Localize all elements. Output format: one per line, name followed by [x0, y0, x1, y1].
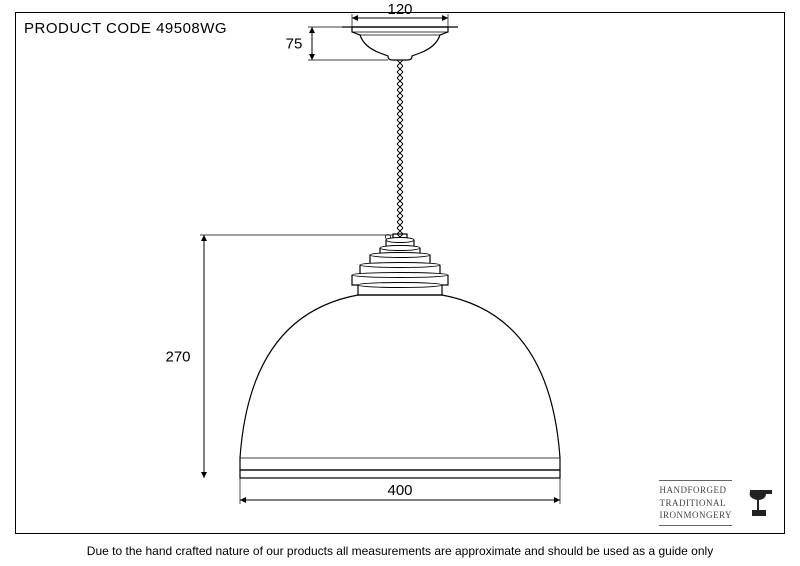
svg-text:120: 120	[387, 1, 412, 18]
brand-text: HANDFORGED TRADITIONAL IRONMONGERY	[659, 480, 732, 526]
brand-line3: IRONMONGERY	[659, 509, 732, 522]
svg-text:270: 270	[165, 349, 190, 366]
brand-line1: HANDFORGED	[659, 484, 732, 497]
svg-text:75: 75	[286, 36, 303, 53]
brand-logo: HANDFORGED TRADITIONAL IRONMONGERY	[659, 480, 776, 526]
footer-disclaimer: Due to the hand crafted nature of our pr…	[0, 544, 800, 558]
svg-text:400: 400	[387, 482, 412, 499]
brand-line2: TRADITIONAL	[659, 497, 732, 510]
anvil-icon	[746, 486, 776, 520]
